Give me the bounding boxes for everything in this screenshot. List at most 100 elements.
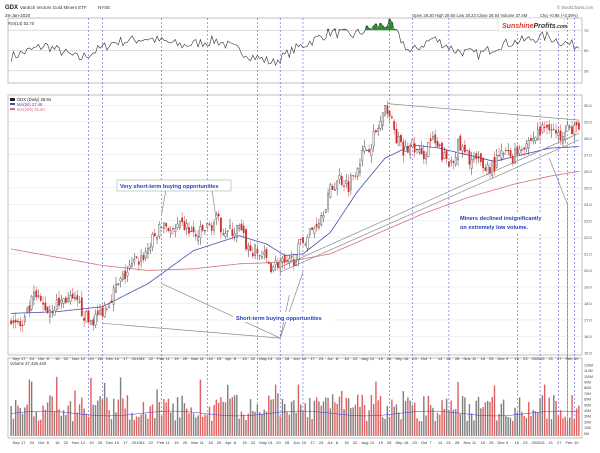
- volume-bar: [555, 401, 557, 436]
- x-tick-label: 15: [344, 356, 349, 361]
- candle-body: [411, 139, 414, 148]
- candle-body: [261, 256, 263, 259]
- volume-bar: [211, 420, 213, 436]
- volume-tick-label: 110M: [584, 369, 593, 373]
- x-tick-label: Sep: [13, 440, 21, 445]
- candle-body: [384, 105, 386, 116]
- volume-bar: [343, 409, 345, 436]
- candle-body: [217, 213, 220, 217]
- candle-body: [156, 237, 158, 240]
- candle-body: [288, 258, 291, 264]
- candle-body: [197, 236, 199, 241]
- volume-bar: [468, 404, 471, 436]
- volume-bar: [516, 412, 519, 436]
- volume-tick-label: 120M: [584, 363, 593, 367]
- x-tick-label: 25: [183, 440, 188, 445]
- x-tick-label: 25: [217, 440, 222, 445]
- candle-body: [354, 175, 357, 177]
- candle-body: [457, 139, 459, 161]
- rsi-tick-label: 70: [584, 28, 589, 33]
- candle-body: [147, 247, 149, 254]
- volume-bar: [192, 413, 195, 436]
- volume-bar: [65, 414, 67, 436]
- chart-name: VanEck Vectors Gold Miners ETF: [20, 5, 87, 10]
- volume-bar: [67, 405, 69, 436]
- annotation-short-term: Short-term buying opportunities: [233, 312, 333, 322]
- volume-bar: [270, 399, 272, 436]
- annotation-very-short: Very short-term buying opportunities: [116, 179, 232, 192]
- volume-panel: [7, 357, 583, 439]
- candle-body: [500, 150, 503, 159]
- volume-bar: [530, 416, 532, 436]
- volume-bar: [254, 411, 256, 436]
- x-tick-label: Dec: [497, 356, 504, 361]
- x-tick-label: 13: [268, 440, 273, 445]
- volume-bar: [386, 405, 389, 436]
- candle-body: [315, 224, 318, 228]
- volume-bar: [496, 420, 498, 436]
- x-tick-label: 11: [200, 440, 205, 445]
- candle-body: [495, 155, 498, 168]
- volume-bar: [382, 417, 384, 436]
- x-tick-label: Jun: [293, 440, 299, 445]
- x-tick-label: 26: [98, 356, 103, 361]
- price-tick-label: 15.0: [584, 351, 593, 356]
- candle-body: [283, 254, 286, 263]
- candle-body: [552, 128, 555, 130]
- x-tick-label: Nov: [463, 440, 470, 445]
- x-tick-label: 20: [276, 356, 281, 361]
- volume-bar: [345, 397, 348, 436]
- candle-body: [311, 227, 313, 230]
- candle-body: [413, 143, 416, 153]
- volume-bar: [359, 406, 361, 436]
- volume-bar: [518, 397, 521, 436]
- candle-body: [573, 124, 576, 135]
- x-tick-label: 18: [208, 356, 213, 361]
- ohlc-readout: Open 28.30 High 28.60 Low 28.23 Close 28…: [412, 13, 528, 18]
- volume-bar: [388, 416, 391, 436]
- volume-bar: [240, 411, 243, 436]
- stockcharts-watermark: © StockCharts.com: [557, 5, 594, 10]
- volume-bar: [402, 391, 405, 436]
- candle-body: [329, 184, 332, 198]
- candle-body: [10, 320, 13, 325]
- candle-body: [477, 156, 480, 158]
- volume-bar: [147, 418, 149, 436]
- x-tick-label: 16: [404, 440, 409, 445]
- candle-body: [231, 229, 234, 237]
- x-tick-label: 25: [489, 356, 494, 361]
- rsi-tick-label: 30: [584, 68, 589, 73]
- volume-bar: [512, 420, 514, 436]
- candle-body: [49, 309, 51, 318]
- volume-bar: [407, 397, 409, 436]
- candle-body: [322, 215, 325, 218]
- candle-body: [229, 225, 231, 229]
- x-tick-label: 16: [514, 440, 519, 445]
- volume-bar: [78, 404, 81, 436]
- candle-body: [110, 300, 113, 304]
- x-tick-label: 19: [174, 440, 179, 445]
- chart-symbol: GDX: [5, 5, 18, 11]
- volume-bar: [40, 419, 42, 436]
- candle-body: [208, 223, 211, 225]
- candle-body: [523, 147, 526, 150]
- volume-bar: [176, 397, 179, 436]
- volume-bar: [108, 410, 110, 436]
- candle-body: [172, 228, 174, 230]
- candle-body: [188, 227, 190, 234]
- volume-bar: [231, 397, 234, 436]
- candle-body: [489, 167, 491, 174]
- candle-body: [245, 229, 247, 250]
- volume-bar: [493, 385, 496, 436]
- candle-body: [577, 122, 580, 130]
- x-tick-label: 12: [81, 356, 86, 361]
- candle-body: [167, 227, 170, 232]
- x-tick-label: 15: [242, 356, 247, 361]
- volume-bar: [185, 408, 188, 436]
- candle-body: [74, 297, 76, 299]
- x-tick-label: Oct: [38, 356, 45, 361]
- volume-average-line: [11, 410, 579, 417]
- candle-body: [71, 293, 74, 299]
- x-tick-label: 16: [55, 440, 60, 445]
- volume-bar: [90, 377, 92, 436]
